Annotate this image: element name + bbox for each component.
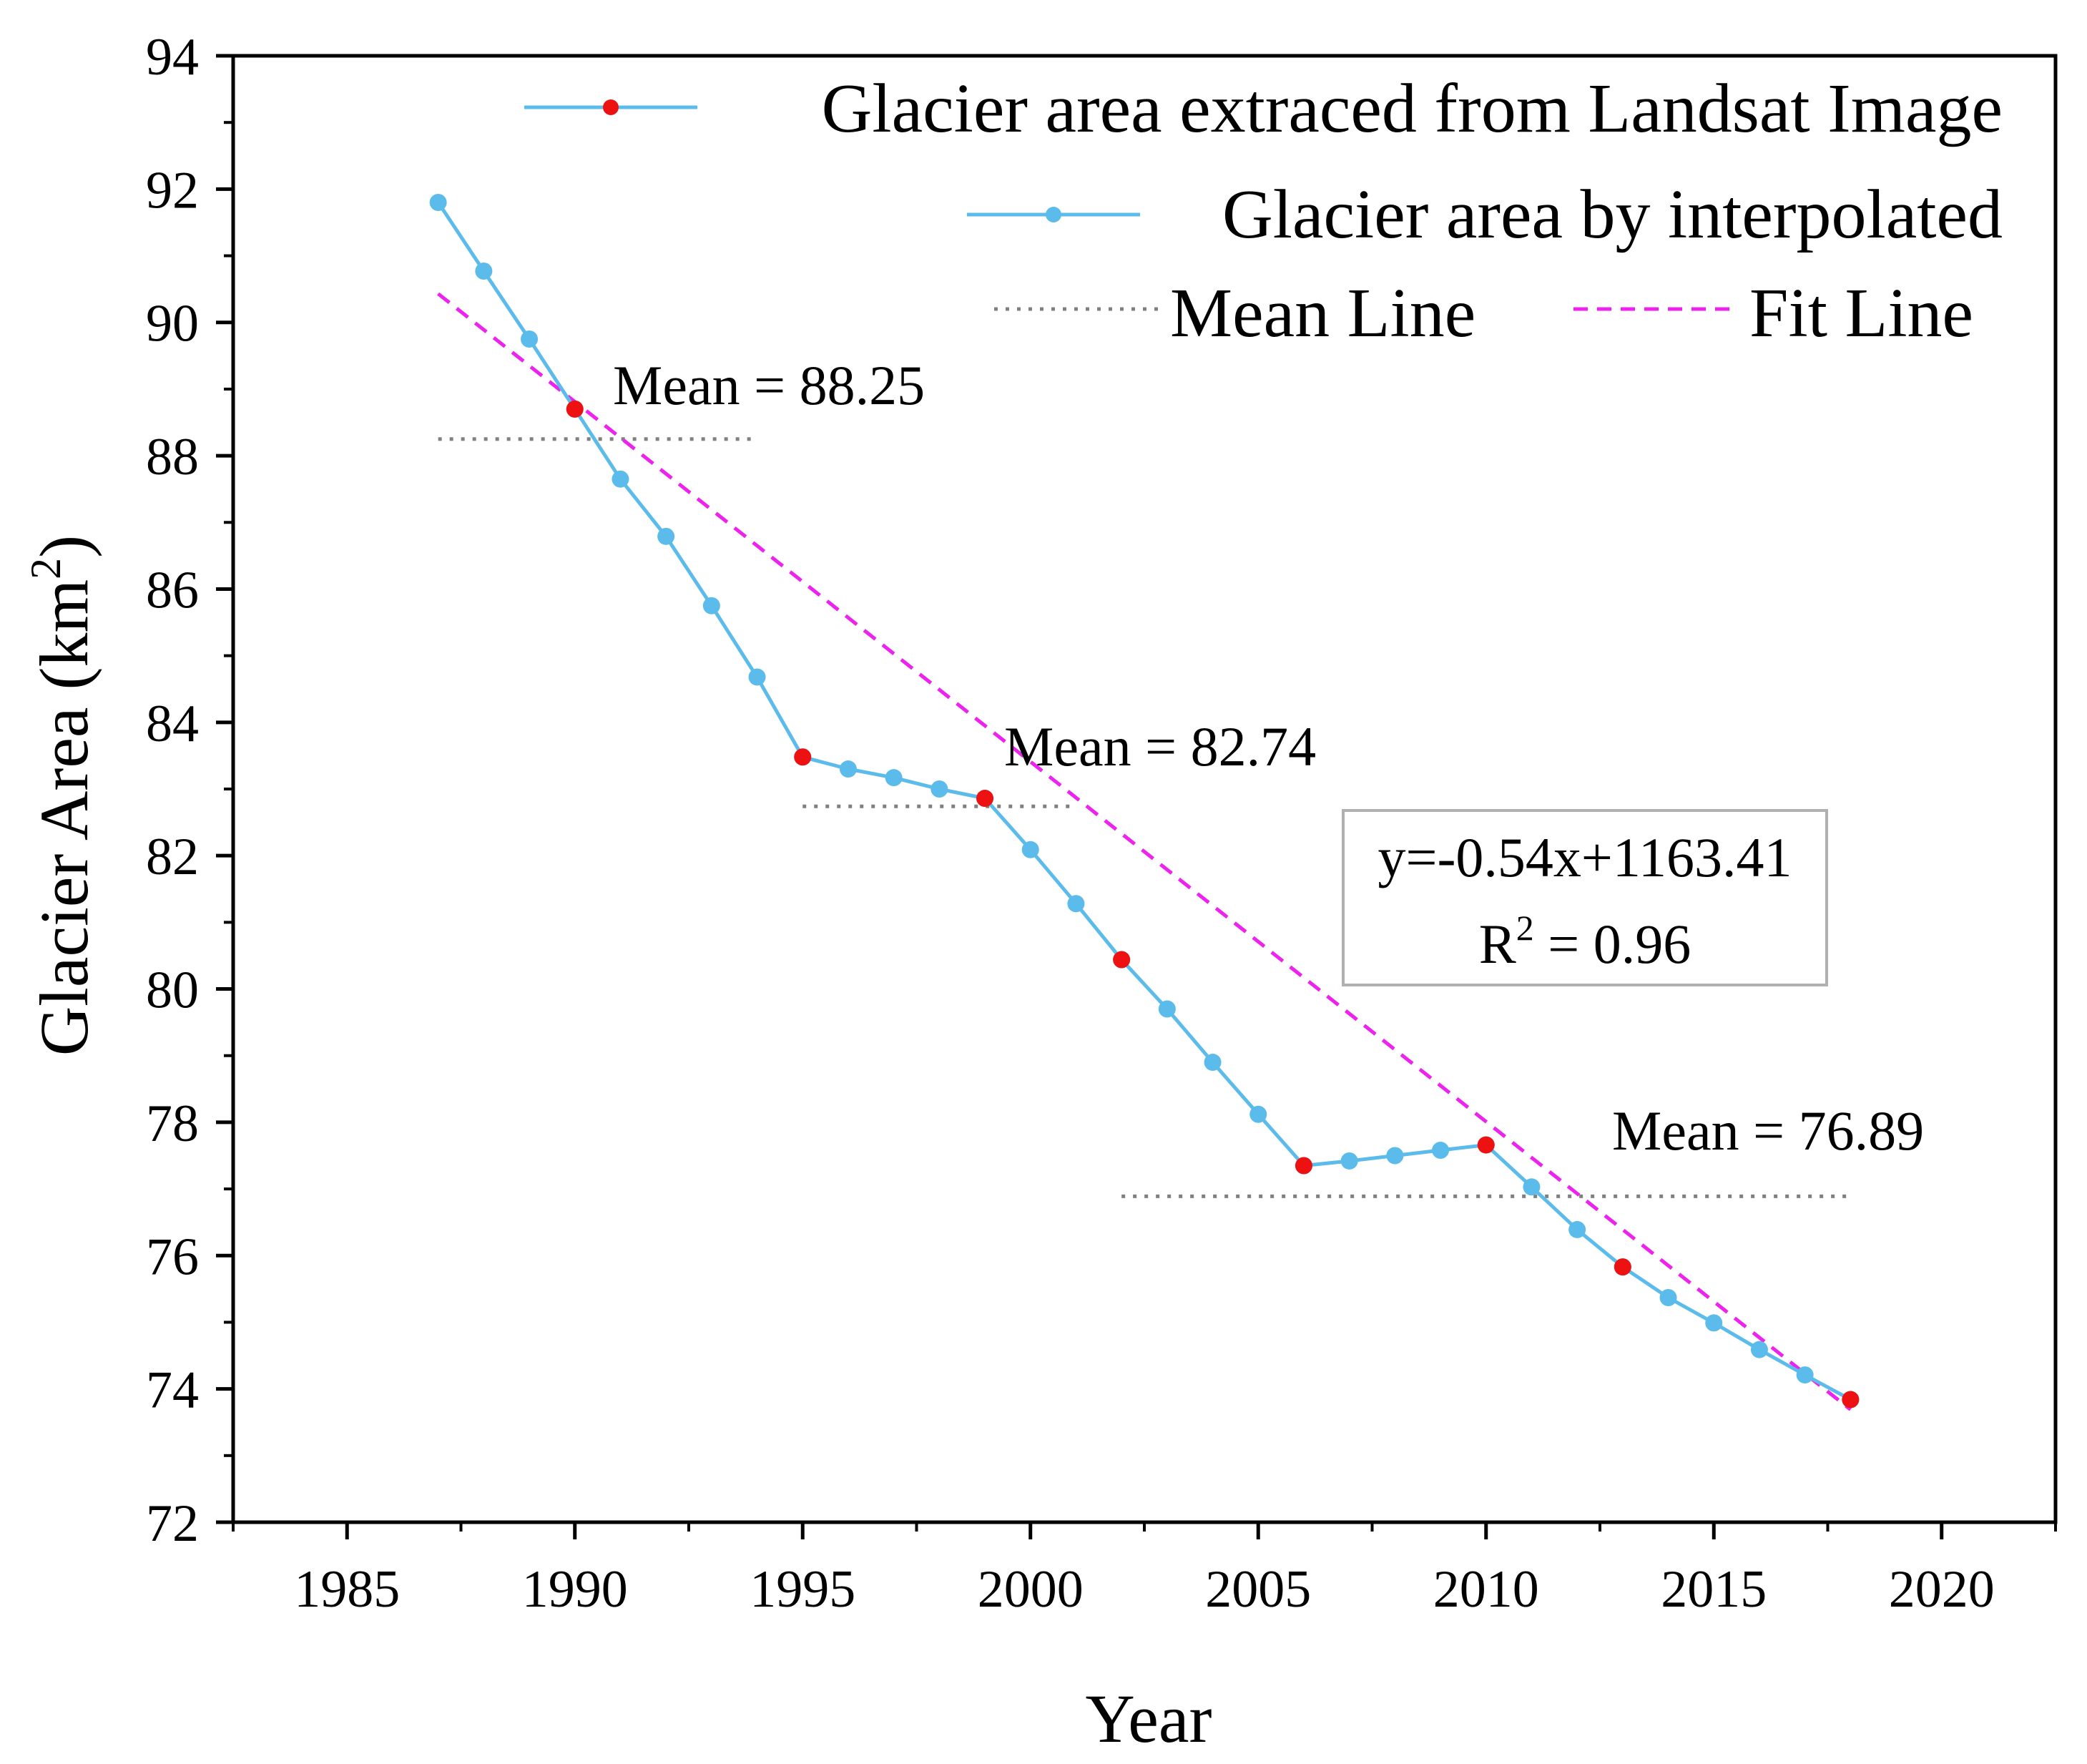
interpolated-point-1987 xyxy=(429,194,447,211)
mean-annotation-2: Mean = 82.74 xyxy=(1004,715,1316,778)
interpolated-point-2003 xyxy=(1158,1000,1176,1018)
interpolated-point-1998 xyxy=(930,780,948,798)
y-tick-label-72: 72 xyxy=(146,1494,199,1553)
interpolated-point-2015 xyxy=(1705,1314,1723,1332)
y-tick-label-76: 76 xyxy=(146,1228,199,1286)
extracted-point-2002 xyxy=(1113,951,1131,969)
y-tick-label-88: 88 xyxy=(146,428,199,486)
y-tick-label-94: 94 xyxy=(146,28,199,87)
interpolated-point-1993 xyxy=(702,597,720,614)
extracted-point-1995 xyxy=(794,748,812,766)
fit-r2-prefix: R xyxy=(1479,913,1516,975)
interpolated-point-1997 xyxy=(885,769,903,787)
legend-label-interpolated: Glacier area by interpolated xyxy=(1222,176,2003,253)
x-tick-label-1995: 1995 xyxy=(750,1560,855,1619)
y-axis-title-close: ) xyxy=(26,535,102,558)
interpolated-point-2000 xyxy=(1021,841,1039,858)
y-tick-label-84: 84 xyxy=(146,695,199,753)
interpolated-point-2012 xyxy=(1568,1220,1586,1238)
extracted-point-2010 xyxy=(1477,1136,1495,1154)
legend-item-mean: Mean Line xyxy=(994,275,1475,352)
extracted-point-1999 xyxy=(976,790,994,808)
x-tick-label-2010: 2010 xyxy=(1433,1560,1539,1619)
interpolated-series-line xyxy=(436,201,1852,1401)
y-tick-label-74: 74 xyxy=(146,1361,199,1420)
x-axis-title: Year xyxy=(1086,1680,1212,1757)
legend-item-fit: Fit Line xyxy=(1573,275,1973,352)
legend-item-interpolated: Glacier area by interpolated xyxy=(967,176,2003,253)
x-tick-label-2000: 2000 xyxy=(978,1560,1084,1619)
y-tick-label-90: 90 xyxy=(146,295,199,353)
legend: Glacier area extraced from Landsat Image… xyxy=(524,70,2003,352)
legend-swatch-interpolated-marker xyxy=(1046,207,1061,222)
interpolated-point-2005 xyxy=(1249,1105,1267,1123)
legend-label-fit: Fit Line xyxy=(1749,275,1973,352)
extracted-point-2018 xyxy=(1842,1391,1860,1408)
interpolated-point-2007 xyxy=(1340,1152,1358,1170)
interpolated-point-1992 xyxy=(657,527,675,545)
legend-swatch-extracted-marker xyxy=(603,99,619,115)
y-tick-label-80: 80 xyxy=(146,961,199,1020)
fit-equation-text: y=-0.54x+1163.41 xyxy=(1378,826,1792,888)
fit-equation-box: y=-0.54x+1163.41 R2 = 0.96 xyxy=(1342,809,1828,986)
interpolated-point-2001 xyxy=(1067,895,1085,913)
interpolated-point-1996 xyxy=(839,760,857,778)
y-tick-label-86: 86 xyxy=(146,561,199,619)
interpolated-point-1991 xyxy=(612,470,629,488)
fit-equation-frame xyxy=(1342,809,1828,986)
mean-annotation-3: Mean = 76.89 xyxy=(1612,1099,1924,1162)
x-tick-label-2020: 2020 xyxy=(1889,1560,1995,1619)
interpolated-point-1988 xyxy=(475,262,493,280)
x-tick-label-1985: 1985 xyxy=(294,1560,400,1619)
legend-label-extracted: Glacier area extraced from Landsat Image xyxy=(822,70,2003,147)
mean-annotation-1: Mean = 88.25 xyxy=(613,354,925,416)
plot-frame xyxy=(231,54,2058,1524)
interpolated-point-2016 xyxy=(1750,1341,1768,1358)
y-tick-label-78: 78 xyxy=(146,1094,199,1153)
interpolated-point-2014 xyxy=(1659,1288,1677,1306)
x-axis-ticks: 1985 1990 1995 2000 2005 2010 2015 2020 xyxy=(232,1522,2057,1619)
x-tick-label-1990: 1990 xyxy=(522,1560,628,1619)
y-axis-title-main: Glacier Area (km xyxy=(26,579,102,1056)
x-tick-label-2005: 2005 xyxy=(1205,1560,1311,1619)
y-tick-label-82: 82 xyxy=(146,828,199,886)
interpolated-point-2011 xyxy=(1523,1178,1541,1196)
fit-r2-text: R2 = 0.96 xyxy=(1479,908,1691,975)
fit-r2-sup: 2 xyxy=(1516,908,1534,948)
interpolated-point-2008 xyxy=(1386,1147,1404,1165)
extracted-point-2006 xyxy=(1295,1157,1312,1175)
extracted-point-1990 xyxy=(566,400,584,418)
legend-label-mean: Mean Line xyxy=(1170,275,1475,352)
extracted-point-2013 xyxy=(1614,1258,1631,1276)
series-group xyxy=(429,194,1860,1408)
interpolated-point-2009 xyxy=(1432,1142,1450,1160)
interpolated-point-2017 xyxy=(1796,1366,1814,1384)
mean-lines xyxy=(438,437,1851,1198)
fit-r2-value: = 0.96 xyxy=(1534,913,1691,975)
interpolated-point-1994 xyxy=(748,668,766,686)
y-axis-title: Glacier Area (km2) xyxy=(22,535,102,1056)
legend-item-extracted: Glacier area extraced from Landsat Image xyxy=(524,70,2003,147)
fit-line-group xyxy=(437,292,1852,1411)
y-tick-label-92: 92 xyxy=(146,161,199,220)
y-axis-title-sup: 2 xyxy=(22,558,69,579)
interpolated-point-1989 xyxy=(521,330,539,348)
fit-line xyxy=(437,292,1852,1411)
interpolated-point-2004 xyxy=(1204,1054,1222,1072)
x-tick-label-2015: 2015 xyxy=(1661,1560,1767,1619)
y-axis-ticks: 72 74 76 78 80 82 84 86 88 90 92 94 xyxy=(146,28,233,1553)
